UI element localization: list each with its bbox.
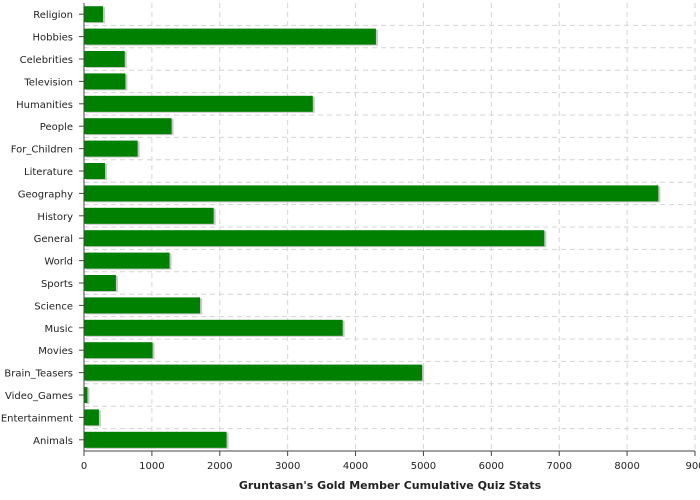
x-tick-labels: 0 1000 2000 3000 4000 5000 6000 7000 8000 900 — [81, 461, 700, 472]
x-tick-label: 1000 — [139, 461, 164, 472]
bar — [84, 431, 227, 448]
bar — [84, 230, 545, 247]
bar — [84, 319, 343, 336]
x-tick-label: 2000 — [207, 461, 232, 472]
x-axis-title: Gruntasan's Gold Member Cumulative Quiz … — [239, 479, 542, 492]
bar-shadow — [86, 388, 90, 404]
axes — [79, 3, 696, 456]
bars — [84, 6, 661, 449]
bar — [84, 73, 126, 90]
bar — [84, 252, 170, 269]
category-label: Science — [34, 301, 73, 312]
x-tick-label: 7000 — [546, 461, 571, 472]
category-label: Brain_Teasers — [4, 369, 73, 380]
category-label: Literature — [24, 167, 73, 178]
bar — [84, 387, 88, 403]
category-labels: Religion Hobbies Celebrities Television Huma… — [1, 10, 73, 447]
bar — [84, 163, 106, 179]
category-label: Religion — [33, 10, 73, 21]
category-label: Animals — [33, 436, 73, 447]
category-label: Television — [23, 77, 73, 88]
category-label: People — [40, 122, 73, 133]
bar — [84, 207, 214, 224]
category-label: Video_Games — [5, 391, 73, 402]
bar — [84, 297, 201, 314]
category-label: General — [34, 234, 73, 245]
bar — [84, 140, 138, 157]
category-label: Sports — [41, 279, 73, 290]
x-tick-label: 8000 — [614, 461, 639, 472]
bar — [84, 28, 376, 45]
bar — [84, 275, 116, 291]
grid-lines — [84, 3, 696, 451]
category-label: Humanities — [16, 100, 73, 111]
category-label: World — [44, 257, 73, 268]
bar — [84, 409, 99, 426]
bar — [84, 118, 172, 135]
bar — [84, 342, 153, 359]
category-label: Celebrities — [20, 55, 73, 66]
x-tick-label: 3000 — [275, 461, 300, 472]
category-label: Geography — [18, 189, 73, 200]
category-label: Music — [45, 324, 73, 335]
bar — [84, 185, 659, 202]
bar — [84, 51, 125, 67]
category-label: For_Children — [11, 145, 73, 156]
category-label: History — [37, 212, 73, 223]
x-tick-label: 5000 — [411, 461, 436, 472]
category-label: Movies — [38, 346, 73, 357]
x-tick-label: 0 — [81, 461, 87, 472]
x-tick-label: 4000 — [343, 461, 368, 472]
category-label: Hobbies — [33, 33, 73, 44]
category-label: Entertainment — [1, 413, 73, 424]
bar — [84, 364, 423, 381]
x-tick-label: 900 — [685, 461, 700, 472]
bar — [84, 6, 104, 23]
x-tick-label: 6000 — [479, 461, 504, 472]
bar — [84, 95, 313, 112]
